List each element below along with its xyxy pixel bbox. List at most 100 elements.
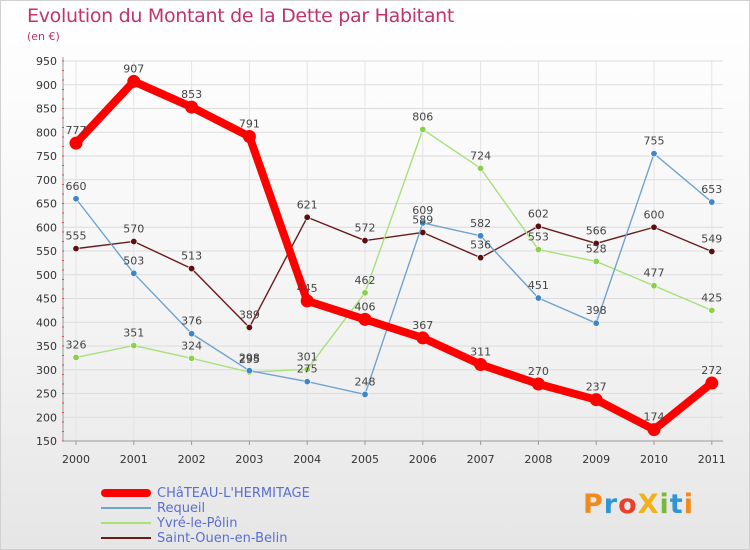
data-label: 528 [586, 242, 607, 255]
data-label: 653 [701, 183, 722, 196]
y-tick-label: 900 [36, 79, 57, 92]
data-point [477, 254, 485, 262]
x-tick-label: 2006 [409, 453, 437, 466]
data-label: 389 [239, 308, 260, 321]
data-point [477, 232, 485, 240]
data-label: 853 [181, 88, 202, 101]
y-tick-label: 650 [36, 198, 57, 211]
series-line [75, 152, 713, 396]
data-point [245, 367, 253, 375]
chart-title: Evolution du Montant de la Dette par Hab… [27, 5, 455, 27]
grid [63, 60, 723, 442]
data-label: 298 [239, 352, 260, 365]
series-line [72, 77, 716, 434]
data-point [592, 257, 600, 265]
data-label: 477 [644, 267, 665, 280]
data-point [303, 378, 311, 386]
data-point [303, 213, 311, 221]
x-tick-label: 2007 [467, 453, 495, 466]
logo-letter: t [669, 489, 684, 520]
y-tick-label: 150 [36, 435, 57, 448]
x-tick-label: 2002 [178, 453, 206, 466]
data-label: 398 [586, 304, 607, 317]
data-point [361, 289, 369, 297]
data-point [72, 353, 80, 361]
data-label: 462 [355, 274, 376, 287]
y-tick-label: 350 [36, 340, 57, 353]
data-label: 406 [355, 300, 376, 313]
y-tick-label: 750 [36, 150, 57, 163]
data-label: 451 [528, 279, 549, 292]
data-label: 621 [297, 198, 318, 211]
data-label: 572 [355, 222, 376, 235]
data-label: 582 [470, 217, 491, 230]
chart-subtitle: (en €) [27, 30, 60, 43]
data-point [589, 393, 603, 407]
legend-label: Saint-Ouen-en-Belin [157, 531, 288, 546]
data-label: 549 [701, 232, 722, 245]
data-point [188, 265, 196, 273]
data-point [534, 246, 542, 254]
data-label: 272 [701, 364, 722, 377]
data-labels: 555 570 513 389 621 572 589 536 602 566 600 549 326 3… [66, 62, 723, 423]
data-label: 777 [66, 124, 87, 137]
data-label: 367 [412, 319, 433, 332]
data-label: 503 [123, 254, 144, 267]
data-point [361, 390, 369, 398]
data-point [534, 222, 542, 230]
data-point [708, 247, 716, 255]
data-label: 301 [297, 350, 318, 363]
data-label: 536 [470, 239, 491, 252]
data-point [242, 130, 256, 144]
data-point [69, 136, 83, 150]
data-point [477, 164, 485, 172]
legend-label: CHâTEAU-L'HERMITAGE [157, 486, 310, 501]
legend-swatch [101, 537, 151, 539]
data-label: 311 [470, 346, 491, 359]
logo-letter: r [603, 489, 619, 520]
proxiti-logo: ProXiti [583, 489, 694, 520]
data-label: 791 [239, 118, 260, 131]
data-point [72, 245, 80, 253]
data-point [531, 377, 545, 391]
data-point [705, 376, 719, 390]
data-point [534, 294, 542, 302]
logo-letter: o [618, 489, 638, 520]
y-tick-label: 950 [36, 55, 57, 68]
data-label: 555 [66, 230, 87, 243]
legend-label: Yvré-le-Pôlin [157, 516, 238, 531]
data-label: 445 [297, 282, 318, 295]
y-tick-label: 500 [36, 269, 57, 282]
data-label: 174 [644, 411, 665, 424]
data-label: 566 [586, 224, 607, 237]
logo-letter: i [683, 489, 694, 520]
data-label: 660 [66, 180, 87, 193]
data-label: 425 [701, 291, 722, 304]
data-point [188, 354, 196, 362]
data-point [650, 223, 658, 231]
x-tick-label: 2005 [351, 453, 379, 466]
legend-swatch [101, 522, 151, 524]
data-point [188, 330, 196, 338]
axes: 150 200 250 300 350 400 450 500 550 600 650 700 750 8… [36, 55, 726, 466]
data-point [708, 198, 716, 206]
x-tick-label: 2010 [640, 453, 668, 466]
logo-letter: X [637, 489, 660, 520]
data-label: 351 [123, 327, 144, 340]
series-line [75, 216, 713, 329]
y-tick-label: 300 [36, 364, 57, 377]
data-point [592, 239, 600, 247]
y-tick-label: 700 [36, 174, 57, 187]
data-label: 275 [297, 363, 318, 376]
x-tick-label: 2008 [524, 453, 552, 466]
y-tick-label: 850 [36, 103, 57, 116]
data-label: 324 [181, 339, 202, 352]
data-label: 513 [181, 250, 202, 263]
data-point [130, 238, 138, 246]
data-point [650, 150, 658, 158]
data-label: 376 [181, 315, 202, 328]
legend-swatch [101, 489, 151, 497]
y-tick-label: 200 [36, 411, 57, 424]
